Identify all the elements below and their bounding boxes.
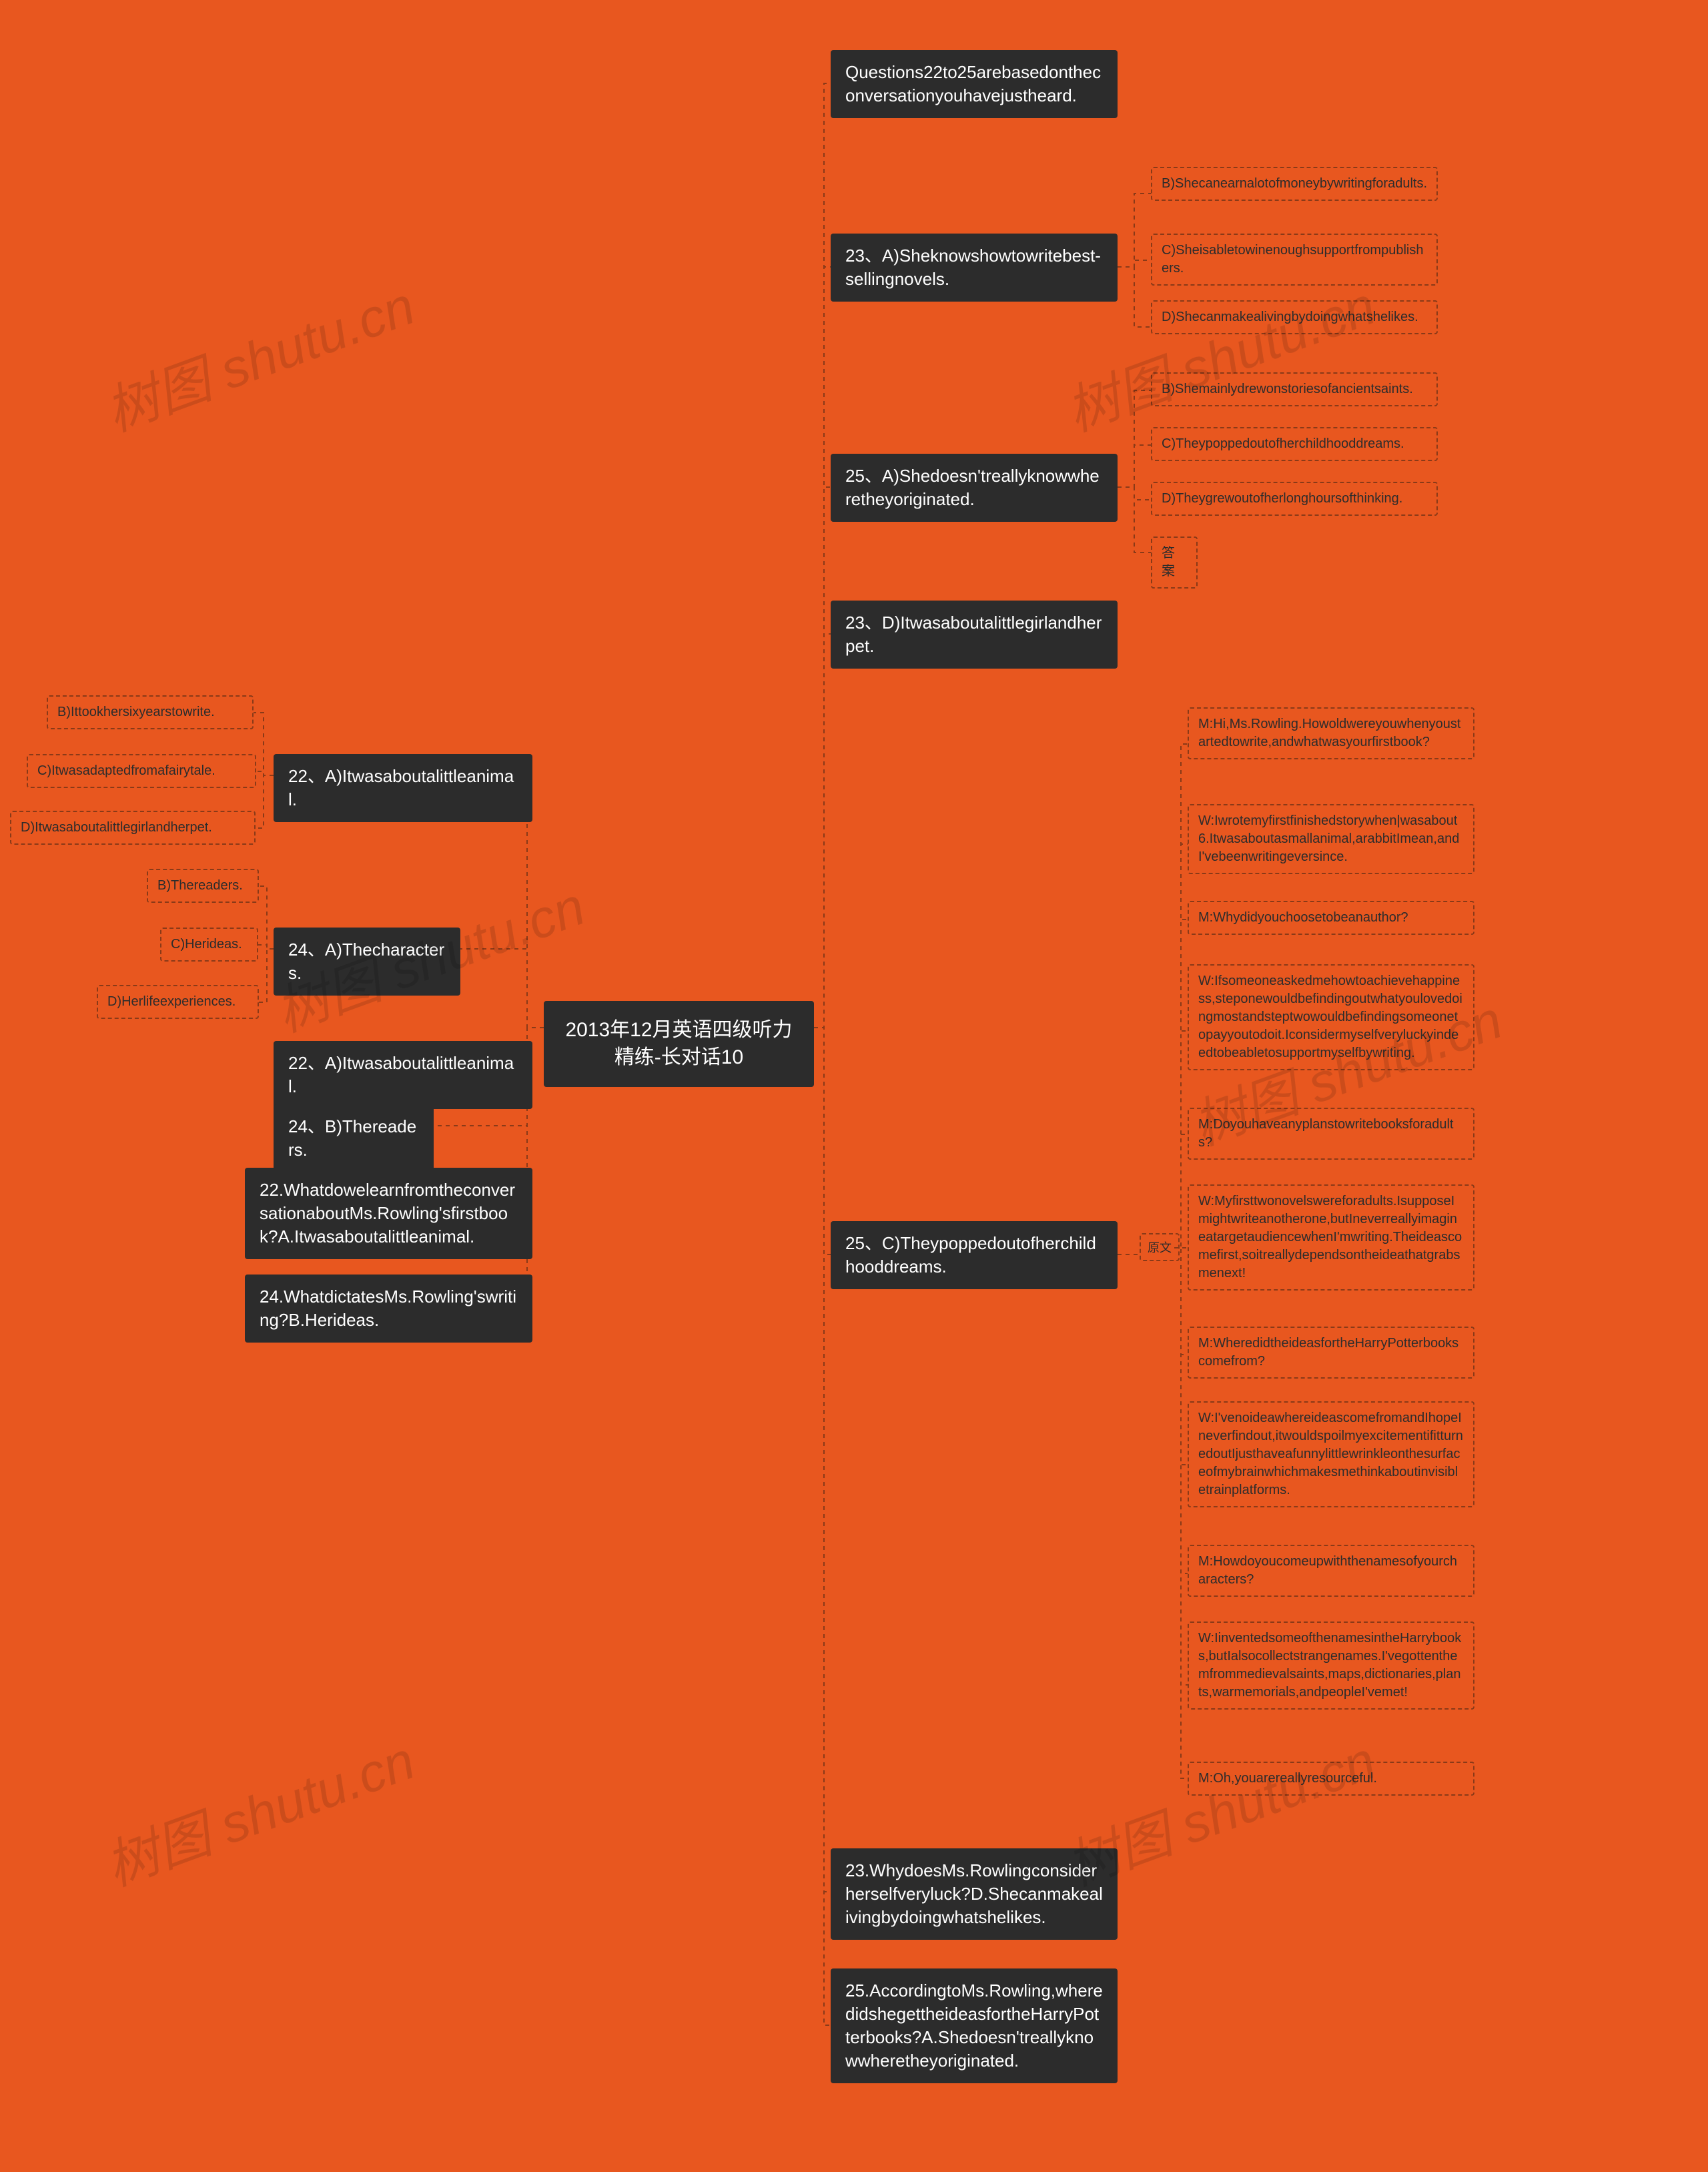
leaf-R2-1: C)Sheisabletowinenoughsupportfrompublish… — [1151, 234, 1438, 286]
leaf-L2-1: C)Herideas. — [160, 928, 258, 962]
node-R1-label: Questions22to25arebasedontheconversation… — [845, 62, 1101, 105]
leaf-R5-9-label: W:IinventedsomeofthenamesintheHarrybooks… — [1198, 1631, 1461, 1700]
node-R2[interactable]: 23、A)Sheknowshowtowritebest-sellingnovel… — [831, 234, 1118, 302]
leaf-L1-1-label: C)Itwasadaptedfromafairytale. — [37, 763, 216, 778]
node-R3[interactable]: 25、A)Shedoesn'treallyknowwheretheyorigin… — [831, 454, 1118, 522]
watermark: 树图 shutu.cn — [93, 1718, 424, 1901]
node-L3[interactable]: 22、A)Itwasaboutalittleanimal. — [274, 1041, 532, 1109]
node-L4-label: 24、B)Thereaders. — [288, 1116, 416, 1160]
tag-R5: 原文 — [1140, 1233, 1180, 1261]
leaf-R5-10-label: M:Oh,youarereallyresourceful. — [1198, 1771, 1377, 1786]
node-R4-label: 23、D)Itwasaboutalittlegirlandherpet. — [845, 613, 1102, 656]
node-L4[interactable]: 24、B)Thereaders. — [274, 1104, 434, 1172]
node-R5[interactable]: 25、C)Theypoppedoutofherchildhooddreams. — [831, 1221, 1118, 1289]
leaf-R2-2-label: D)Shecanmakealivingbydoingwhatshelikes. — [1162, 310, 1418, 324]
connection-layer — [0, 0, 1708, 2172]
watermark: 树图 shutu.cn — [93, 263, 424, 446]
node-L2-label: 24、A)Thecharacters. — [288, 940, 444, 983]
node-R7-label: 25.AccordingtoMs.Rowling,wheredidshegett… — [845, 1980, 1103, 2071]
node-L1-label: 22、A)Itwasaboutalittleanimal. — [288, 766, 514, 809]
leaf-L1-0: B)Ittookhersixyearstowrite. — [47, 695, 254, 729]
leaf-R3-3: 答案 — [1151, 536, 1198, 589]
node-L6[interactable]: 24.WhatdictatesMs.Rowling'swriting?B.Her… — [245, 1275, 532, 1343]
leaf-R3-2: D)Theygrewoutofherlonghoursofthinking. — [1151, 482, 1438, 516]
leaf-L2-0: B)Thereaders. — [147, 869, 259, 903]
central-topic[interactable]: 2013年12月英语四级听力精练-长对话10 — [544, 1001, 814, 1087]
node-L2[interactable]: 24、A)Thecharacters. — [274, 928, 460, 996]
node-R5-label: 25、C)Theypoppedoutofherchildhooddreams. — [845, 1233, 1096, 1277]
watermark-label: 树图 shutu.cn — [98, 1730, 422, 1896]
leaf-R5-1: W:Iwrotemyfirstfinishedstorywhen|wasabou… — [1188, 804, 1474, 874]
node-L5[interactable]: 22.Whatdowelearnfromtheconversationabout… — [245, 1168, 532, 1259]
node-R2-label: 23、A)Sheknowshowtowritebest-sellingnovel… — [845, 246, 1101, 289]
leaf-R3-2-label: D)Theygrewoutofherlonghoursofthinking. — [1162, 491, 1402, 506]
leaf-R5-5-label: W:Myfirsttwonovelswereforadults.Isuppose… — [1198, 1194, 1462, 1281]
leaf-R2-2: D)Shecanmakealivingbydoingwhatshelikes. — [1151, 300, 1438, 334]
leaf-R5-7-label: W:I'venoideawhereideascomefromandIhopeIn… — [1198, 1411, 1463, 1497]
leaf-L2-1-label: C)Herideas. — [171, 937, 242, 952]
leaf-R3-3-label: 答案 — [1162, 546, 1175, 579]
leaf-R5-4-label: M:Doyouhaveanyplanstowritebooksforadults… — [1198, 1117, 1453, 1150]
leaf-L2-2: D)Herlifeexperiences. — [97, 985, 259, 1019]
node-R6-label: 23.WhydoesMs.Rowlingconsiderherselfveryl… — [845, 1860, 1103, 1927]
leaf-L1-2-label: D)Itwasaboutalittlegirlandherpet. — [21, 820, 212, 835]
leaf-L1-2: D)Itwasaboutalittlegirlandherpet. — [10, 811, 256, 845]
leaf-R5-2-label: M:Whydidyouchoosetobeanauthor? — [1198, 910, 1408, 925]
watermark-label: 树图 shutu.cn — [98, 276, 422, 442]
leaf-R5-3-label: W:Ifsomeoneaskedmehowtoachievehappiness,… — [1198, 974, 1462, 1060]
node-L5-label: 22.Whatdowelearnfromtheconversationabout… — [260, 1180, 515, 1246]
tag-R5-label: 原文 — [1148, 1241, 1172, 1254]
node-R1[interactable]: Questions22to25arebasedontheconversation… — [831, 50, 1118, 118]
leaf-R5-8-label: M:Howdoyoucomeupwiththenamesofyourcharac… — [1198, 1554, 1457, 1587]
leaf-L1-1: C)Itwasadaptedfromafairytale. — [27, 754, 256, 788]
leaf-R5-8: M:Howdoyoucomeupwiththenamesofyourcharac… — [1188, 1545, 1474, 1597]
leaf-R5-0: M:Hi,Ms.Rowling.Howoldwereyouwhenyoustar… — [1188, 707, 1474, 759]
leaf-R5-5: W:Myfirsttwonovelswereforadults.Isuppose… — [1188, 1184, 1474, 1291]
central-label: 2013年12月英语四级听力精练-长对话10 — [565, 1019, 792, 1068]
leaf-R5-10: M:Oh,youarereallyresourceful. — [1188, 1762, 1474, 1796]
leaf-R5-6: M:WheredidtheideasfortheHarryPotterbooks… — [1188, 1327, 1474, 1379]
node-R6[interactable]: 23.WhydoesMs.Rowlingconsiderherselfveryl… — [831, 1848, 1118, 1940]
node-R3-label: 25、A)Shedoesn'treallyknowwheretheyorigin… — [845, 466, 1100, 509]
leaf-L2-2-label: D)Herlifeexperiences. — [107, 994, 236, 1009]
leaf-R3-1-label: C)Theypoppedoutofherchildhooddreams. — [1162, 436, 1404, 451]
leaf-R2-1-label: C)Sheisabletowinenoughsupportfrompublish… — [1162, 243, 1423, 276]
leaf-R5-3: W:Ifsomeoneaskedmehowtoachievehappiness,… — [1188, 964, 1474, 1070]
leaf-R5-1-label: W:Iwrotemyfirstfinishedstorywhen|wasabou… — [1198, 813, 1459, 864]
leaf-R3-0-label: B)Shemainlydrewonstoriesofancientsaints. — [1162, 382, 1413, 396]
leaf-L2-0-label: B)Thereaders. — [157, 878, 243, 893]
leaf-R5-7: W:I'venoideawhereideascomefromandIhopeIn… — [1188, 1401, 1474, 1507]
leaf-R5-2: M:Whydidyouchoosetobeanauthor? — [1188, 901, 1474, 935]
leaf-R5-4: M:Doyouhaveanyplanstowritebooksforadults… — [1188, 1108, 1474, 1160]
leaf-L1-0-label: B)Ittookhersixyearstowrite. — [57, 705, 215, 719]
node-R4[interactable]: 23、D)Itwasaboutalittlegirlandherpet. — [831, 601, 1118, 669]
leaf-R5-0-label: M:Hi,Ms.Rowling.Howoldwereyouwhenyoustar… — [1198, 717, 1461, 749]
node-L1[interactable]: 22、A)Itwasaboutalittleanimal. — [274, 754, 532, 822]
node-L6-label: 24.WhatdictatesMs.Rowling'swriting?B.Her… — [260, 1287, 516, 1330]
node-R7[interactable]: 25.AccordingtoMs.Rowling,wheredidshegett… — [831, 1968, 1118, 2083]
leaf-R5-9: W:IinventedsomeofthenamesintheHarrybooks… — [1188, 1621, 1474, 1710]
leaf-R2-0-label: B)Shecanearnalotofmoneybywritingforadult… — [1162, 176, 1427, 191]
leaf-R2-0: B)Shecanearnalotofmoneybywritingforadult… — [1151, 167, 1438, 201]
leaf-R3-1: C)Theypoppedoutofherchildhooddreams. — [1151, 427, 1438, 461]
node-L3-label: 22、A)Itwasaboutalittleanimal. — [288, 1053, 514, 1096]
leaf-R3-0: B)Shemainlydrewonstoriesofancientsaints. — [1151, 372, 1438, 406]
leaf-R5-6-label: M:WheredidtheideasfortheHarryPotterbooks… — [1198, 1336, 1458, 1369]
